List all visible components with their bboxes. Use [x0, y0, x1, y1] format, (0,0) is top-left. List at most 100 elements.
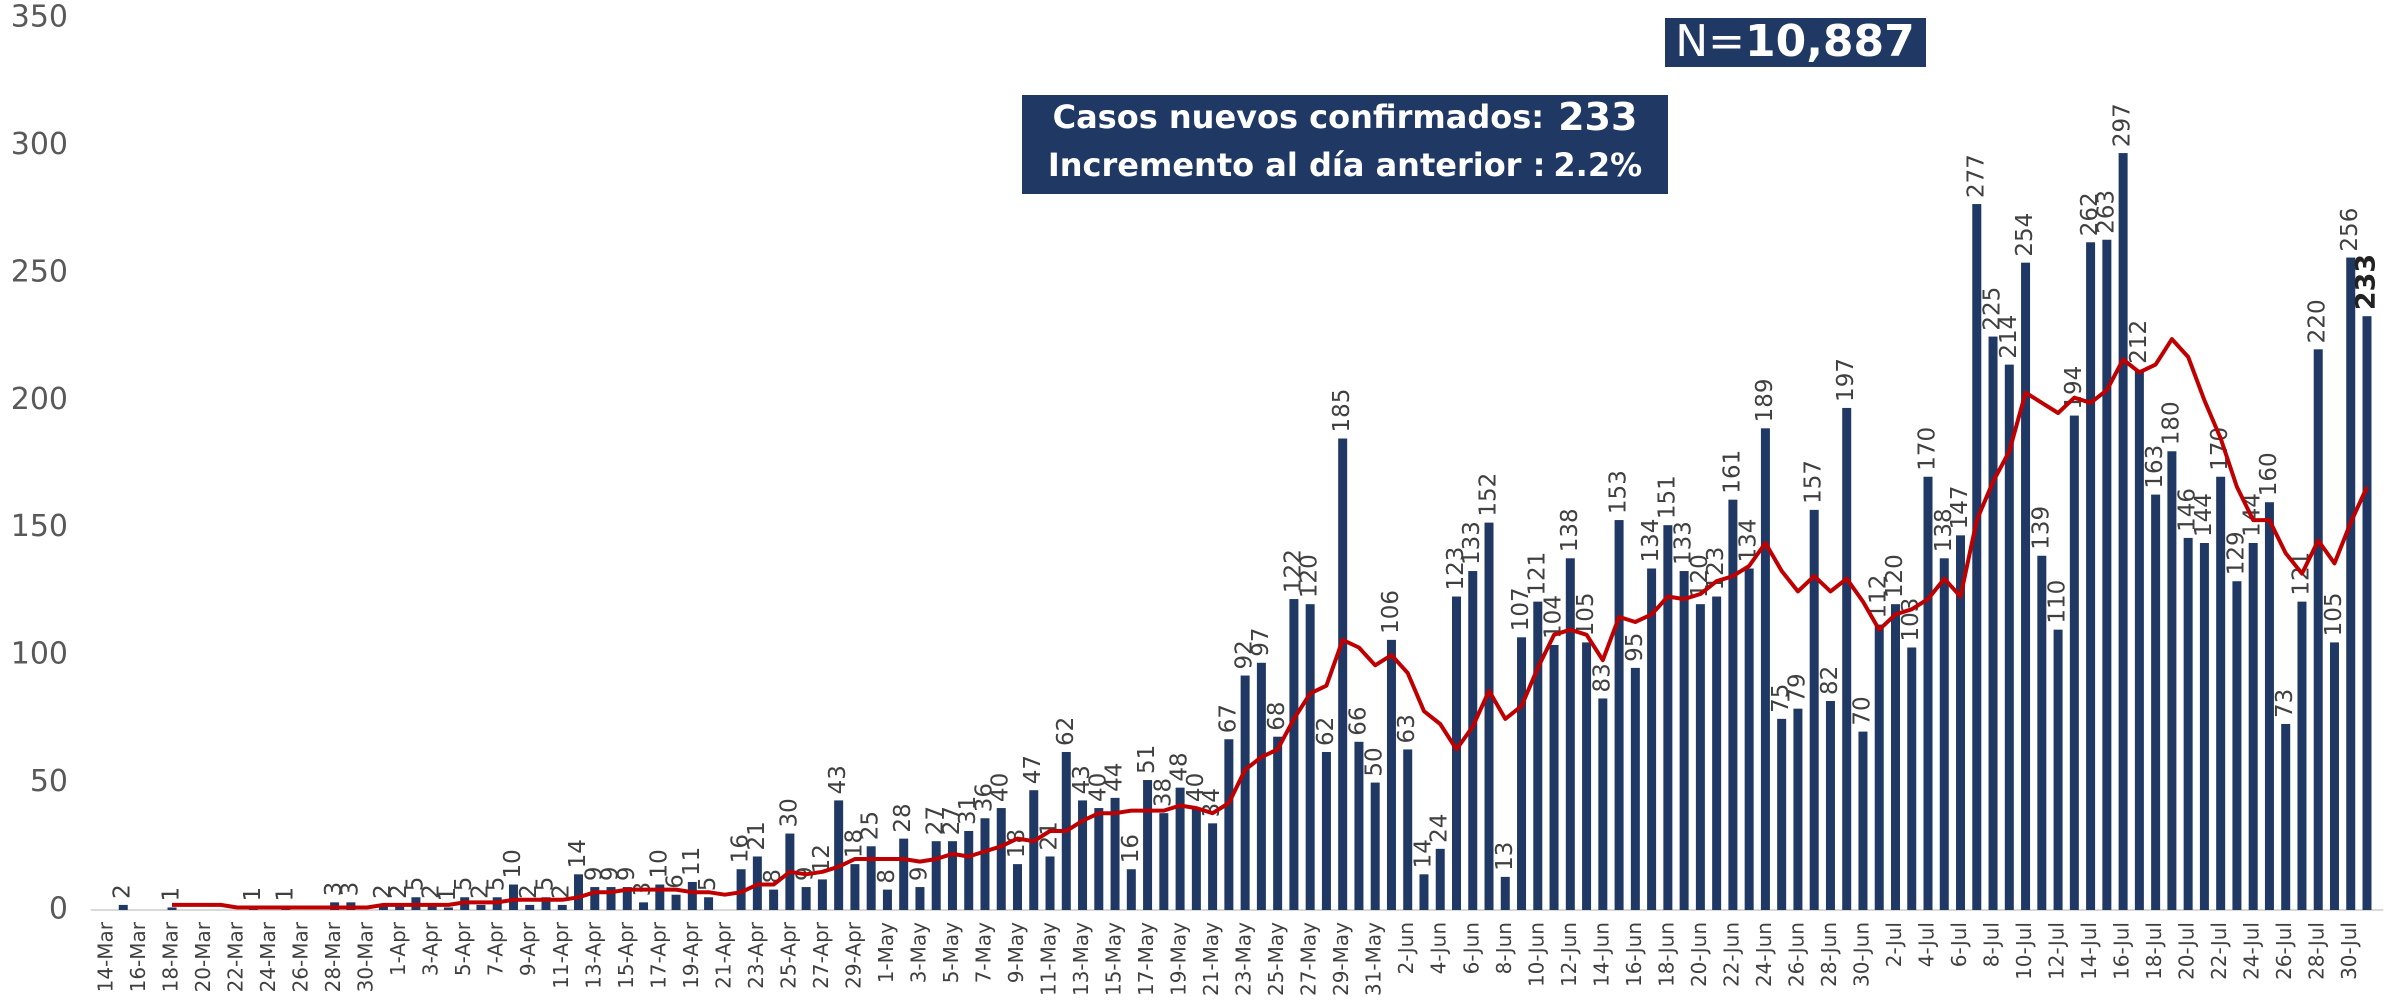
- x-tick-label: 28-Mar: [321, 921, 345, 992]
- x-tick-label: 6-Jul: [1947, 922, 1971, 967]
- bar: [1126, 869, 1136, 910]
- data-label: 152: [1476, 473, 1502, 517]
- bar: [1614, 520, 1624, 910]
- data-label: 11: [679, 847, 705, 876]
- bar: [476, 904, 486, 910]
- info-line: Casos nuevos confirmados: 233: [1053, 95, 1638, 139]
- info-value: 2.2%: [1553, 146, 1642, 184]
- x-tick-label: 10-Jun: [1524, 922, 1548, 987]
- y-tick-label: 200: [11, 382, 68, 417]
- data-label: 139: [2028, 506, 2054, 550]
- bar: [996, 808, 1006, 910]
- bar: [1907, 647, 1917, 910]
- data-label: 1: [240, 887, 266, 902]
- n-box: [1665, 18, 1926, 67]
- info-label: Casos nuevos confirmados:: [1053, 98, 1545, 136]
- n-text: N=10,887: [1675, 16, 1915, 67]
- bar: [1419, 874, 1429, 910]
- x-tick-label: 18-Jul: [2142, 922, 2166, 980]
- bar: [1760, 428, 1770, 910]
- data-label: 5: [484, 877, 510, 892]
- data-label: 70: [1849, 696, 1875, 725]
- bar: [704, 897, 714, 910]
- bar: [2086, 242, 2096, 910]
- data-label: 157: [1801, 460, 1827, 504]
- bar: [1874, 624, 1884, 910]
- bar: [2118, 153, 2128, 910]
- x-tick-label: 26-Jul: [2272, 922, 2296, 980]
- bar: [1549, 644, 1559, 910]
- bar: [525, 904, 535, 910]
- bar: [1842, 407, 1852, 910]
- data-label: 44: [1102, 763, 1128, 792]
- data-label: 13: [1492, 842, 1518, 871]
- data-label: 27: [923, 806, 949, 835]
- y-tick-label: 350: [11, 0, 68, 35]
- x-tick-label: 30-Jun: [1849, 922, 1873, 987]
- bar: [1094, 808, 1104, 910]
- bar: [1305, 604, 1315, 910]
- data-label: 97: [1248, 628, 1274, 657]
- data-label: 194: [2061, 366, 2087, 410]
- data-label: 121: [1524, 552, 1550, 596]
- bar: [1403, 749, 1413, 910]
- bar: [1679, 571, 1689, 910]
- bar: [2232, 581, 2242, 910]
- data-label: 138: [1931, 508, 1957, 552]
- info-value: 233: [1558, 95, 1637, 139]
- bar: [443, 907, 453, 910]
- x-tick-label: 22-Mar: [224, 921, 248, 992]
- x-tick-label: 3-Apr: [419, 921, 443, 976]
- bar: [1354, 741, 1364, 910]
- x-tick-label: 16-Jun: [1622, 922, 1646, 987]
- bar: [1972, 204, 1982, 910]
- bar: [2102, 239, 2112, 910]
- data-label: 161: [1719, 450, 1745, 494]
- bar: [1273, 736, 1283, 910]
- data-label: 75: [1768, 684, 1794, 713]
- data-label: 16: [1118, 834, 1144, 863]
- x-tick-label: 12-Jul: [2045, 922, 2069, 980]
- x-tick-label: 18-Jun: [1654, 922, 1678, 987]
- bar: [2053, 629, 2063, 910]
- x-tick-label: 4-Jun: [1427, 922, 1451, 974]
- x-tick-label: 8-Jun: [1492, 922, 1516, 974]
- data-label: 79: [1784, 673, 1810, 702]
- bar: [574, 874, 584, 910]
- bar: [2264, 502, 2274, 910]
- bar: [1988, 336, 1998, 911]
- data-label: 297: [2110, 103, 2136, 147]
- data-label: 5: [402, 877, 428, 892]
- data-label: 95: [1622, 633, 1648, 662]
- bar: [1045, 856, 1055, 910]
- data-label: 38: [1150, 778, 1176, 807]
- data-label: 212: [2126, 320, 2152, 364]
- data-label: 9: [598, 866, 624, 881]
- x-tick-label: 4-Jul: [1915, 922, 1939, 967]
- bar: [639, 902, 649, 910]
- bar: [2037, 555, 2047, 910]
- bar: [2004, 364, 2014, 910]
- data-label: 66: [1345, 707, 1371, 736]
- data-label: 160: [2256, 452, 2282, 496]
- x-tick-label: 23-Apr: [744, 921, 768, 989]
- bar: [1663, 525, 1673, 910]
- bar: [1565, 558, 1575, 910]
- bar: [590, 887, 600, 910]
- data-label: 68: [1264, 701, 1290, 730]
- data-label: 16: [728, 834, 754, 863]
- data-label: 105: [2321, 592, 2347, 636]
- bar: [882, 889, 892, 910]
- bar: [1647, 568, 1657, 910]
- bar: [1809, 509, 1819, 910]
- data-label: 43: [1069, 765, 1095, 794]
- x-tick-label: 28-Jun: [1817, 922, 1841, 987]
- x-tick-label: 16-Mar: [126, 921, 150, 992]
- bar: [655, 884, 665, 910]
- data-label: 14: [565, 839, 591, 868]
- x-tick-label: 29-May: [1329, 922, 1353, 996]
- data-label: 110: [2045, 580, 2071, 624]
- data-label: 262: [2077, 192, 2103, 236]
- data-label: 233: [2351, 254, 2382, 310]
- data-label: 9: [581, 866, 607, 881]
